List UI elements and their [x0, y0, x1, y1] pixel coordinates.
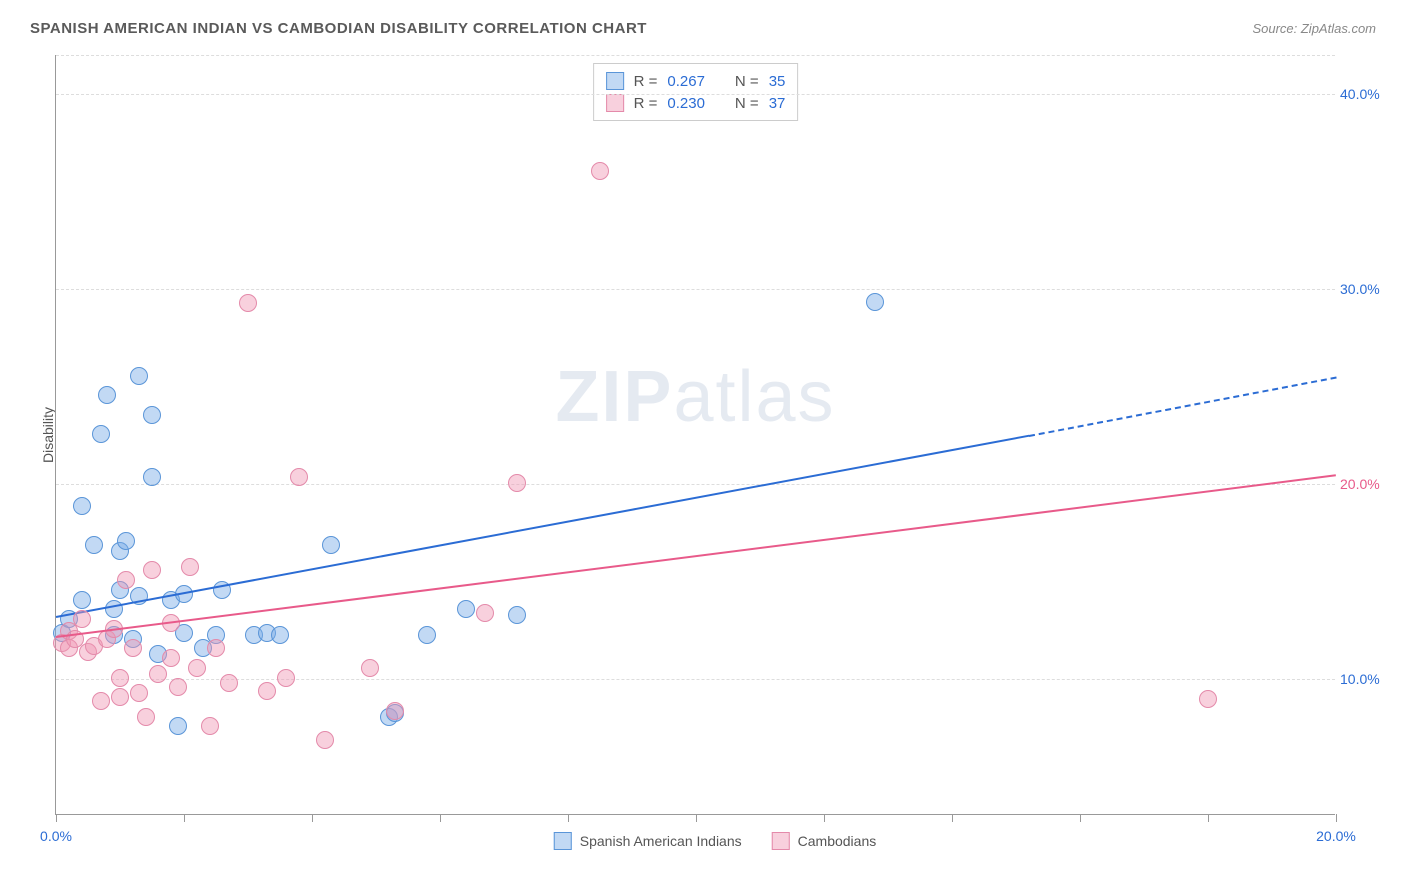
- data-point: [143, 406, 161, 424]
- x-tick: [56, 814, 57, 822]
- data-point: [201, 717, 219, 735]
- stats-row: R = 0.230 N = 37: [606, 92, 786, 114]
- watermark: ZIPatlas: [555, 356, 835, 438]
- data-point: [1199, 690, 1217, 708]
- x-tick: [1208, 814, 1209, 822]
- data-point: [130, 684, 148, 702]
- data-point: [290, 468, 308, 486]
- data-point: [386, 702, 404, 720]
- n-value: 35: [769, 73, 786, 90]
- r-label: R =: [634, 73, 658, 90]
- data-point: [169, 678, 187, 696]
- series-swatch: [606, 94, 624, 112]
- legend-item: Cambodians: [772, 832, 877, 850]
- data-point: [117, 571, 135, 589]
- scatter-chart: Disability ZIPatlas R =0.267N =35R =0.23…: [55, 55, 1375, 815]
- data-point: [149, 665, 167, 683]
- y-tick-label: 40.0%: [1340, 86, 1400, 102]
- data-point: [418, 626, 436, 644]
- data-point: [162, 649, 180, 667]
- chart-title: SPANISH AMERICAN INDIAN VS CAMBODIAN DIS…: [30, 20, 647, 37]
- data-point: [117, 532, 135, 550]
- data-point: [85, 536, 103, 554]
- data-point: [137, 708, 155, 726]
- gridline: [56, 679, 1335, 680]
- gridline: [56, 55, 1335, 56]
- x-tick-label: 20.0%: [1316, 828, 1356, 844]
- legend-swatch: [554, 832, 572, 850]
- data-point: [866, 293, 884, 311]
- y-tick-label: 20.0%: [1340, 476, 1400, 492]
- trend-line-dashed: [1029, 377, 1337, 437]
- data-point: [220, 674, 238, 692]
- data-point: [277, 669, 295, 687]
- x-tick: [312, 814, 313, 822]
- x-tick: [1080, 814, 1081, 822]
- data-point: [508, 606, 526, 624]
- gridline: [56, 484, 1335, 485]
- legend-item: Spanish American Indians: [554, 832, 742, 850]
- x-tick: [184, 814, 185, 822]
- plot-area: ZIPatlas R =0.267N =35R =0.230N =37 10.0…: [55, 55, 1335, 815]
- data-point: [98, 386, 116, 404]
- y-axis-label: Disability: [40, 407, 56, 463]
- source-attribution: Source: ZipAtlas.com: [1252, 21, 1376, 36]
- x-tick: [568, 814, 569, 822]
- n-label: N =: [735, 95, 759, 112]
- data-point: [508, 474, 526, 492]
- data-point: [92, 692, 110, 710]
- r-value: 0.230: [667, 95, 705, 112]
- x-tick: [440, 814, 441, 822]
- x-tick: [952, 814, 953, 822]
- data-point: [316, 731, 334, 749]
- x-tick: [696, 814, 697, 822]
- n-value: 37: [769, 95, 786, 112]
- r-label: R =: [634, 95, 658, 112]
- data-point: [169, 717, 187, 735]
- data-point: [143, 468, 161, 486]
- series-legend: Spanish American Indians Cambodians: [554, 832, 876, 850]
- chart-header: SPANISH AMERICAN INDIAN VS CAMBODIAN DIS…: [0, 0, 1406, 47]
- data-point: [130, 367, 148, 385]
- data-point: [143, 561, 161, 579]
- y-tick-label: 30.0%: [1340, 281, 1400, 297]
- data-point: [258, 682, 276, 700]
- data-point: [361, 659, 379, 677]
- y-tick-label: 10.0%: [1340, 671, 1400, 687]
- stats-legend-box: R = 0.267 N = 35 R = 0.230 N = 37: [593, 63, 799, 121]
- stats-row: R = 0.267 N = 35: [606, 70, 786, 92]
- legend-label: Cambodians: [798, 833, 877, 849]
- data-point: [73, 591, 91, 609]
- series-swatch: [606, 72, 624, 90]
- x-tick-label: 0.0%: [40, 828, 72, 844]
- data-point: [457, 600, 475, 618]
- gridline: [56, 94, 1335, 95]
- data-point: [322, 536, 340, 554]
- data-point: [207, 639, 225, 657]
- data-point: [591, 162, 609, 180]
- legend-swatch: [772, 832, 790, 850]
- r-value: 0.267: [667, 73, 705, 90]
- data-point: [188, 659, 206, 677]
- data-point: [476, 604, 494, 622]
- data-point: [92, 425, 110, 443]
- data-point: [181, 558, 199, 576]
- trend-line: [56, 435, 1029, 618]
- data-point: [111, 669, 129, 687]
- gridline: [56, 289, 1335, 290]
- x-tick: [824, 814, 825, 822]
- data-point: [271, 626, 289, 644]
- data-point: [239, 294, 257, 312]
- data-point: [124, 639, 142, 657]
- x-tick: [1336, 814, 1337, 822]
- data-point: [73, 610, 91, 628]
- n-label: N =: [735, 73, 759, 90]
- data-point: [73, 497, 91, 515]
- data-point: [111, 688, 129, 706]
- legend-label: Spanish American Indians: [580, 833, 742, 849]
